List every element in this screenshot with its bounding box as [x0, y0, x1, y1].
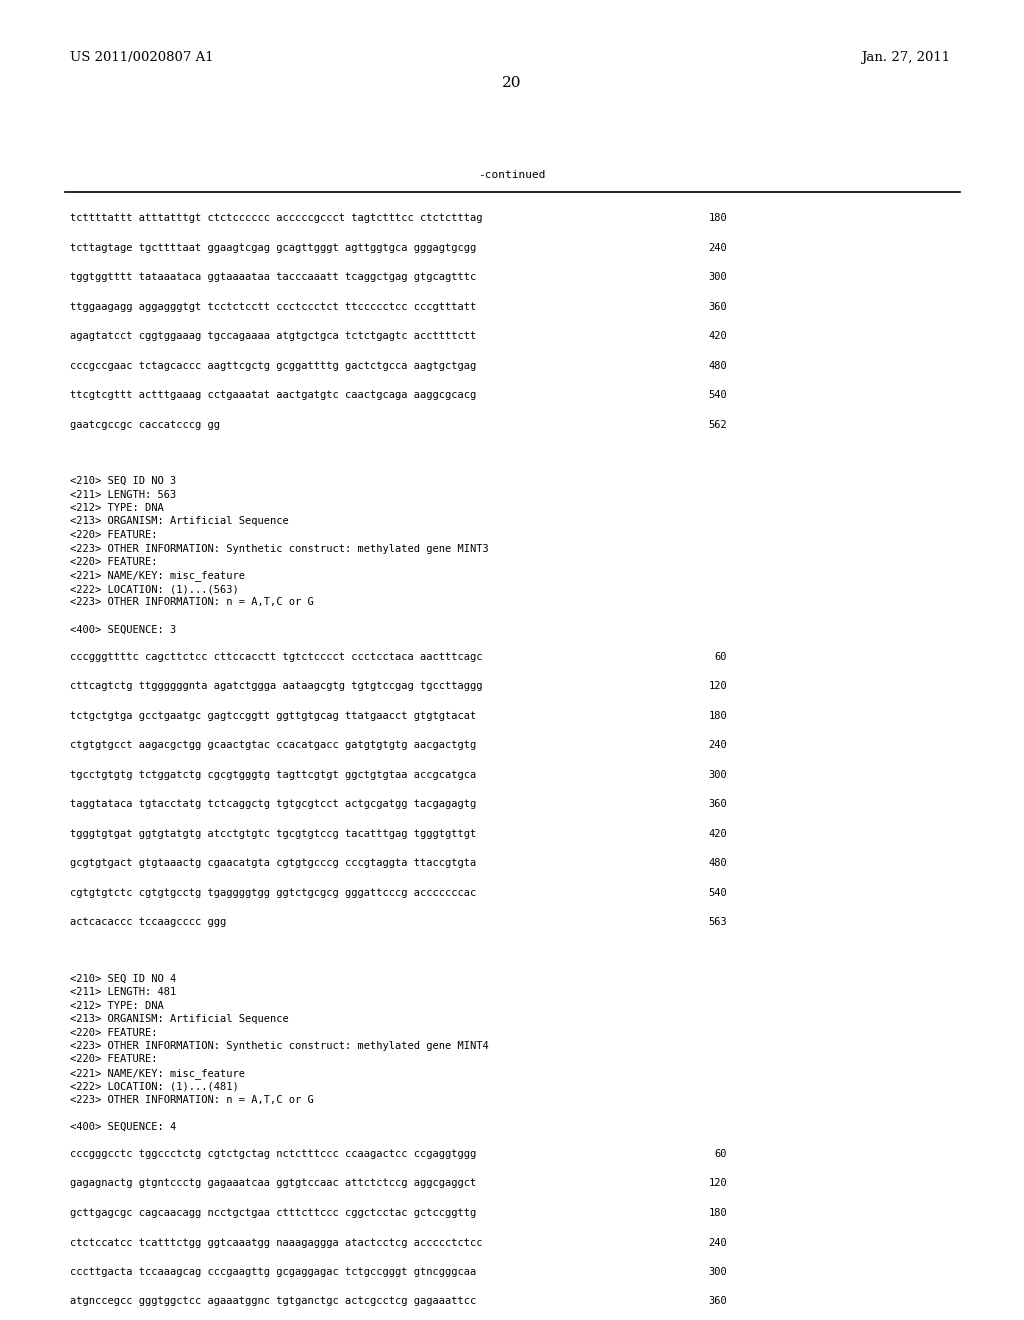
Text: 540: 540: [709, 389, 727, 400]
Text: <223> OTHER INFORMATION: n = A,T,C or G: <223> OTHER INFORMATION: n = A,T,C or G: [70, 1096, 313, 1105]
Text: cccgggttttc cagcttctcc cttccacctt tgtctcccct ccctcctaca aactttcagc: cccgggttttc cagcttctcc cttccacctt tgtctc…: [70, 652, 482, 661]
Text: 120: 120: [709, 681, 727, 690]
Text: 180: 180: [709, 710, 727, 721]
Text: 240: 240: [709, 741, 727, 750]
Text: <211> LENGTH: 563: <211> LENGTH: 563: [70, 490, 176, 499]
Text: 240: 240: [709, 243, 727, 252]
Text: 420: 420: [709, 829, 727, 838]
Text: ttcgtcgttt actttgaaag cctgaaatat aactgatgtc caactgcaga aaggcgcacg: ttcgtcgttt actttgaaag cctgaaatat aactgat…: [70, 389, 476, 400]
Text: gaatcgccgc caccatcccg gg: gaatcgccgc caccatcccg gg: [70, 420, 220, 429]
Text: 480: 480: [709, 858, 727, 869]
Text: <223> OTHER INFORMATION: Synthetic construct: methylated gene MINT3: <223> OTHER INFORMATION: Synthetic const…: [70, 544, 488, 553]
Text: 360: 360: [709, 1296, 727, 1307]
Text: 60: 60: [715, 652, 727, 661]
Text: <210> SEQ ID NO 4: <210> SEQ ID NO 4: [70, 974, 176, 983]
Text: gcgtgtgact gtgtaaactg cgaacatgta cgtgtgcccg cccgtaggta ttaccgtgta: gcgtgtgact gtgtaaactg cgaacatgta cgtgtgc…: [70, 858, 476, 869]
Text: <220> FEATURE:: <220> FEATURE:: [70, 1027, 158, 1038]
Text: 300: 300: [709, 770, 727, 780]
Text: 562: 562: [709, 420, 727, 429]
Text: Jan. 27, 2011: Jan. 27, 2011: [861, 50, 950, 63]
Text: cgtgtgtctc cgtgtgcctg tgaggggtgg ggtctgcgcg gggattcccg acccccccac: cgtgtgtctc cgtgtgcctg tgaggggtgg ggtctgc…: [70, 887, 476, 898]
Text: <222> LOCATION: (1)...(563): <222> LOCATION: (1)...(563): [70, 583, 239, 594]
Text: 540: 540: [709, 887, 727, 898]
Text: actcacaccc tccaagcccc ggg: actcacaccc tccaagcccc ggg: [70, 917, 226, 927]
Text: ctgtgtgcct aagacgctgg gcaactgtac ccacatgacc gatgtgtgtg aacgactgtg: ctgtgtgcct aagacgctgg gcaactgtac ccacatg…: [70, 741, 476, 750]
Text: 60: 60: [715, 1148, 727, 1159]
Text: cccttgacta tccaaagcag cccgaagttg gcgaggagac tctgccgggt gtncgggcaa: cccttgacta tccaaagcag cccgaagttg gcgagga…: [70, 1267, 476, 1276]
Text: 20: 20: [502, 77, 522, 90]
Text: 420: 420: [709, 331, 727, 341]
Text: 360: 360: [709, 799, 727, 809]
Text: agagtatcct cggtggaaag tgccagaaaa atgtgctgca tctctgagtc accttttctt: agagtatcct cggtggaaag tgccagaaaa atgtgct…: [70, 331, 476, 341]
Text: tggtggtttt tataaataca ggtaaaataa tacccaaatt tcaggctgag gtgcagtttc: tggtggtttt tataaataca ggtaaaataa tacccaa…: [70, 272, 476, 282]
Text: 180: 180: [709, 213, 727, 223]
Text: <221> NAME/KEY: misc_feature: <221> NAME/KEY: misc_feature: [70, 1068, 245, 1078]
Text: taggtataca tgtacctatg tctcaggctg tgtgcgtcct actgcgatgg tacgagagtg: taggtataca tgtacctatg tctcaggctg tgtgcgt…: [70, 799, 476, 809]
Text: cttcagtctg ttggggggnta agatctggga aataagcgtg tgtgtccgag tgccttaggg: cttcagtctg ttggggggnta agatctggga aataag…: [70, 681, 482, 690]
Text: tcttagtage tgcttttaat ggaagtcgag gcagttgggt agttggtgca gggagtgcgg: tcttagtage tgcttttaat ggaagtcgag gcagttg…: [70, 243, 476, 252]
Text: tctgctgtga gcctgaatgc gagtccggtt ggttgtgcag ttatgaacct gtgtgtacat: tctgctgtga gcctgaatgc gagtccggtt ggttgtg…: [70, 710, 476, 721]
Text: <223> OTHER INFORMATION: Synthetic construct: methylated gene MINT4: <223> OTHER INFORMATION: Synthetic const…: [70, 1041, 488, 1051]
Text: cccgggcctc tggccctctg cgtctgctag nctctttccc ccaagactcc ccgaggtggg: cccgggcctc tggccctctg cgtctgctag nctcttt…: [70, 1148, 476, 1159]
Text: <221> NAME/KEY: misc_feature: <221> NAME/KEY: misc_feature: [70, 570, 245, 581]
Text: tgggtgtgat ggtgtatgtg atcctgtgtc tgcgtgtccg tacatttgag tgggtgttgt: tgggtgtgat ggtgtatgtg atcctgtgtc tgcgtgt…: [70, 829, 476, 838]
Text: -continued: -continued: [478, 170, 546, 180]
Text: <223> OTHER INFORMATION: n = A,T,C or G: <223> OTHER INFORMATION: n = A,T,C or G: [70, 598, 313, 607]
Text: <220> FEATURE:: <220> FEATURE:: [70, 1055, 158, 1064]
Text: tcttttattt atttatttgt ctctcccccc acccccgccct tagtctttcc ctctctttag: tcttttattt atttatttgt ctctcccccc acccccg…: [70, 213, 482, 223]
Text: 300: 300: [709, 272, 727, 282]
Text: <400> SEQUENCE: 4: <400> SEQUENCE: 4: [70, 1122, 176, 1133]
Text: ttggaagagg aggagggtgt tcctctcctt ccctccctct ttccccctcc cccgtttatt: ttggaagagg aggagggtgt tcctctcctt ccctccc…: [70, 301, 476, 312]
Text: <220> FEATURE:: <220> FEATURE:: [70, 557, 158, 568]
Text: <212> TYPE: DNA: <212> TYPE: DNA: [70, 503, 164, 513]
Text: <212> TYPE: DNA: <212> TYPE: DNA: [70, 1001, 164, 1011]
Text: gcttgagcgc cagcaacagg ncctgctgaa ctttcttccc cggctcctac gctccggttg: gcttgagcgc cagcaacagg ncctgctgaa ctttctt…: [70, 1208, 476, 1218]
Text: <220> FEATURE:: <220> FEATURE:: [70, 531, 158, 540]
Text: tgcctgtgtg tctggatctg cgcgtgggtg tagttcgtgt ggctgtgtaa accgcatgca: tgcctgtgtg tctggatctg cgcgtgggtg tagttcg…: [70, 770, 476, 780]
Text: cccgccgaac tctagcaccc aagttcgctg gcggattttg gactctgcca aagtgctgag: cccgccgaac tctagcaccc aagttcgctg gcggatt…: [70, 360, 476, 371]
Text: US 2011/0020807 A1: US 2011/0020807 A1: [70, 50, 214, 63]
Text: 180: 180: [709, 1208, 727, 1218]
Text: 480: 480: [709, 360, 727, 371]
Text: gagagnactg gtgntccctg gagaaatcaa ggtgtccaac attctctccg aggcgaggct: gagagnactg gtgntccctg gagaaatcaa ggtgtcc…: [70, 1179, 476, 1188]
Text: 240: 240: [709, 1238, 727, 1247]
Text: ctctccatcc tcatttctgg ggtcaaatgg naaagaggga atactcctcg accccctctcc: ctctccatcc tcatttctgg ggtcaaatgg naaagag…: [70, 1238, 482, 1247]
Text: atgnccegcc gggtggctcc agaaatggnc tgtganctgc actcgcctcg gagaaattcc: atgnccegcc gggtggctcc agaaatggnc tgtganc…: [70, 1296, 476, 1307]
Text: <213> ORGANISM: Artificial Sequence: <213> ORGANISM: Artificial Sequence: [70, 516, 289, 527]
Text: 120: 120: [709, 1179, 727, 1188]
Text: <400> SEQUENCE: 3: <400> SEQUENCE: 3: [70, 624, 176, 635]
Text: <213> ORGANISM: Artificial Sequence: <213> ORGANISM: Artificial Sequence: [70, 1014, 289, 1024]
Text: 360: 360: [709, 301, 727, 312]
Text: <210> SEQ ID NO 3: <210> SEQ ID NO 3: [70, 477, 176, 486]
Text: 300: 300: [709, 1267, 727, 1276]
Text: 563: 563: [709, 917, 727, 927]
Text: <211> LENGTH: 481: <211> LENGTH: 481: [70, 987, 176, 997]
Text: <222> LOCATION: (1)...(481): <222> LOCATION: (1)...(481): [70, 1081, 239, 1092]
